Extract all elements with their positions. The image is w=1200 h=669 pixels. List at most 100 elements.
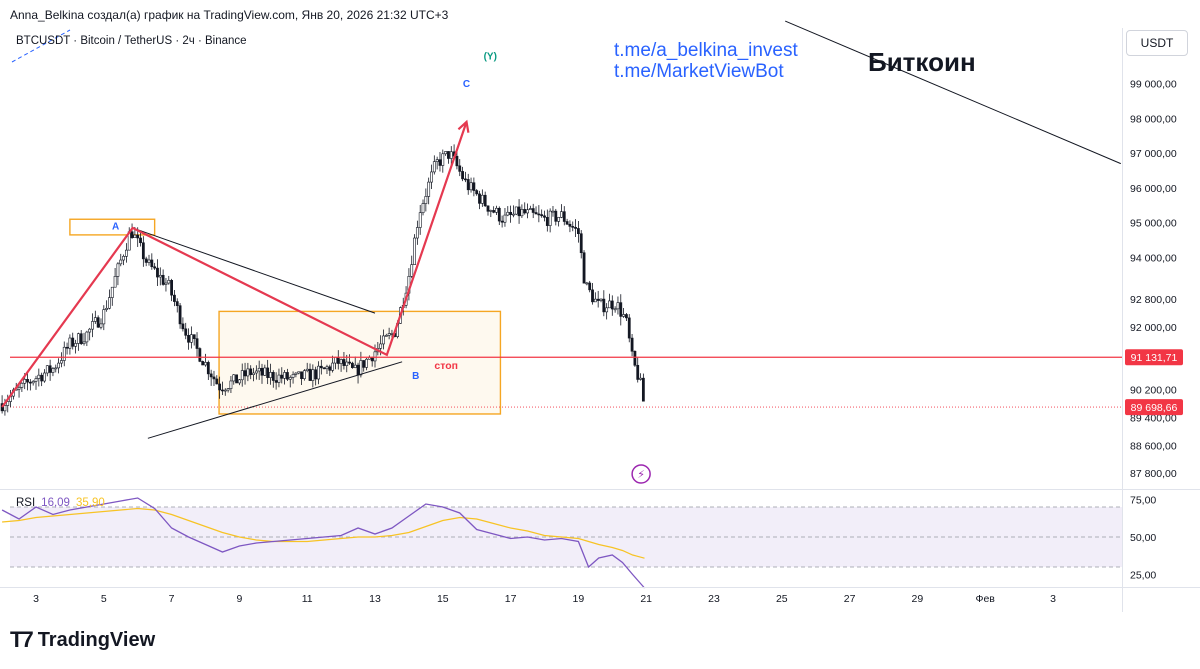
candle-body <box>249 368 253 375</box>
candle-body <box>514 206 518 215</box>
watermark-line-2: t.me/MarketViewBot <box>614 61 784 82</box>
candle-body <box>424 196 428 204</box>
currency-button[interactable]: USDT <box>1126 30 1188 56</box>
annotation-layer <box>10 218 1122 415</box>
candle-body <box>110 286 114 298</box>
candle-body <box>195 338 199 349</box>
rsi-legend[interactable]: RSI 16,09 35,90 <box>16 497 105 509</box>
candle-body <box>325 366 329 370</box>
candle-body <box>201 361 205 366</box>
candle-body <box>489 210 493 212</box>
chart-title: Биткоин <box>868 47 976 77</box>
candle-body <box>26 379 29 383</box>
candle-body <box>45 365 49 374</box>
candle-body <box>639 377 642 380</box>
time-tick-label: 13 <box>369 593 381 605</box>
candle-body <box>139 237 142 244</box>
candle-body <box>164 282 168 285</box>
candle-body <box>263 367 267 376</box>
candle-body <box>390 333 394 335</box>
price-badge <box>1125 349 1183 366</box>
candle-body <box>68 337 72 349</box>
candle-body <box>108 297 111 309</box>
rsi-value: 16,09 <box>41 497 70 509</box>
wave-path <box>1 121 468 408</box>
candle-body <box>599 298 603 301</box>
candle-body <box>269 372 272 378</box>
watermark: t.me/a_belkina_invest t.me/MarketViewBot <box>614 40 798 82</box>
candle-body <box>88 328 92 333</box>
symbol-info[interactable]: BTCUSDT · Bitcoin / TetherUS · 2ч · Bina… <box>16 35 247 47</box>
rsi-tick-label: 50,00 <box>1130 532 1156 544</box>
drawing-overlays: A B C (Y) стоп ⚡ <box>1 20 1122 484</box>
candle-body <box>198 348 202 362</box>
candle-body <box>625 314 628 319</box>
candle-body <box>486 205 490 212</box>
time-tick-label: 5 <box>101 593 107 605</box>
candle-body <box>551 210 555 213</box>
price-tick-label: 99 000,00 <box>1130 79 1177 91</box>
candle-body <box>365 358 368 368</box>
candle-body <box>311 369 315 381</box>
candle-body <box>235 374 238 384</box>
candle-body <box>260 367 264 376</box>
candle-body <box>480 194 484 204</box>
rsi-line <box>1 497 645 589</box>
candle-body <box>96 317 100 328</box>
candle-body <box>144 258 148 263</box>
candle-body <box>410 264 414 277</box>
candle-body <box>576 228 580 235</box>
candle-body <box>370 357 374 362</box>
candle-body <box>359 360 363 376</box>
candle-body <box>461 171 464 180</box>
candle-body <box>641 377 645 402</box>
wave-label-a: A <box>112 222 119 233</box>
candle-body <box>441 153 445 166</box>
candle-body <box>565 221 569 225</box>
candle-body <box>85 331 89 343</box>
tradingview-logo[interactable]: T7 TradingView <box>10 627 155 653</box>
candle-body <box>119 259 123 265</box>
chart-credit: Anna_Belkina создал(а) график на Trading… <box>10 8 449 22</box>
candle-body <box>6 401 10 406</box>
time-tick-label: 7 <box>169 593 175 605</box>
candle-body <box>141 242 145 260</box>
candle-body <box>184 328 188 336</box>
candle-body <box>503 214 507 223</box>
candle-body <box>356 364 360 376</box>
time-tick-label: 21 <box>640 593 652 605</box>
candle-body <box>221 389 224 392</box>
candle-body <box>76 333 80 344</box>
candle-body <box>585 282 589 285</box>
price-tick-label: 94 000,00 <box>1130 253 1177 265</box>
candle-body <box>560 211 563 218</box>
candle-body <box>223 389 227 392</box>
wave-label-b: B <box>412 371 419 382</box>
candle-body <box>271 372 275 381</box>
candle-body <box>173 294 176 302</box>
candle-body <box>170 280 174 296</box>
candle-body <box>627 317 631 339</box>
price-tick-label: 88 600,00 <box>1130 440 1177 452</box>
candle-body <box>548 210 552 226</box>
candle-body <box>483 194 487 207</box>
candle-body <box>387 333 391 336</box>
candle-body <box>62 346 66 361</box>
candle-body <box>418 212 422 228</box>
candle-body <box>430 171 433 183</box>
price-tick-label: 89 400,00 <box>1130 412 1177 424</box>
candle-body <box>187 335 190 343</box>
time-tick-label: 3 <box>33 593 39 605</box>
candle-body <box>319 365 323 369</box>
candle-body <box>438 159 442 166</box>
candle-body <box>305 368 309 371</box>
time-tick-label: 15 <box>437 593 449 605</box>
candle-body <box>43 372 46 382</box>
time-tick-label: 23 <box>708 593 720 605</box>
time-tick-label: Фев <box>975 593 995 605</box>
candle-body <box>252 372 255 375</box>
candle-body <box>79 333 83 344</box>
candle-body <box>133 234 137 238</box>
rsi-ma-line <box>2 507 645 559</box>
